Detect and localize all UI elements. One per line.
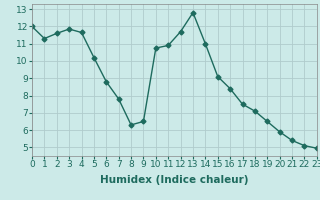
X-axis label: Humidex (Indice chaleur): Humidex (Indice chaleur) xyxy=(100,175,249,185)
